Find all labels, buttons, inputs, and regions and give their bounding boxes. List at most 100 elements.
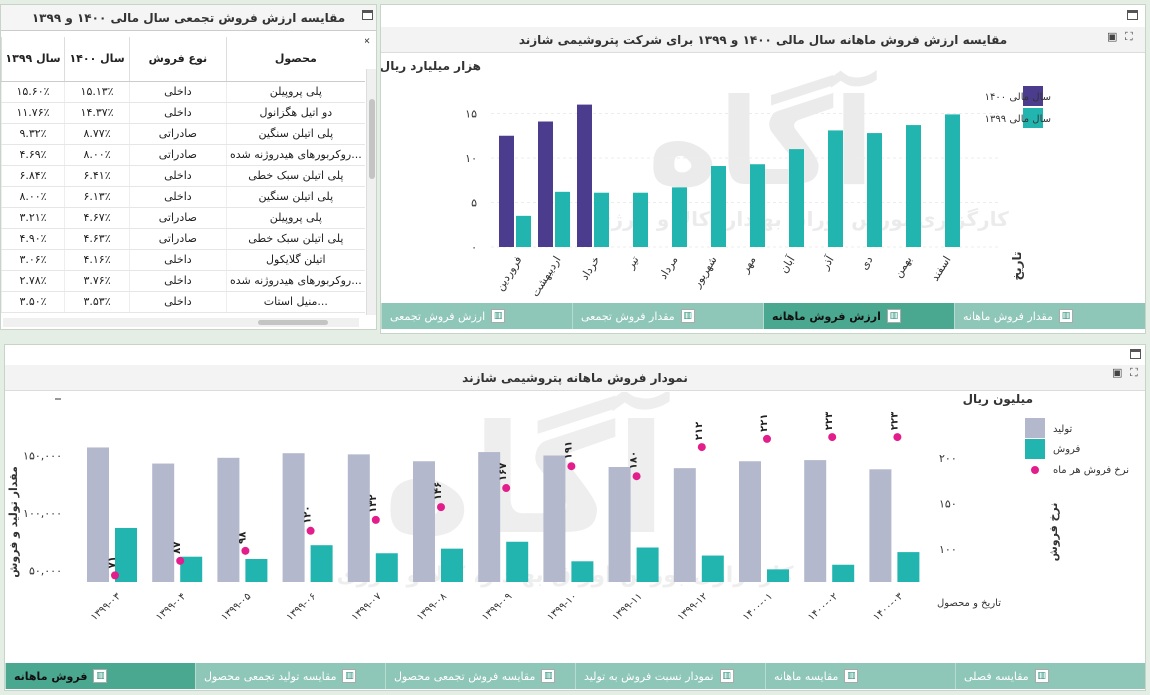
vertical-scrollbar[interactable] <box>366 69 376 315</box>
table-row[interactable]: پلی پروپیلن صادراتی ۴.۶۷٪ ۳.۲۱٪ <box>1 207 365 229</box>
bar-1399 <box>867 133 882 247</box>
bar-sales <box>310 545 333 582</box>
bottom-price-markers: ۷۱ ۸۷ ۹۸ ۱۲۰ ۱۳۲ ۱۴۶ ۱۶۷ ۱۹۱ ۱۸۰ ۲۱۲ ۲۲۱ ۲۲۳ ۲۲۳ <box>107 412 902 580</box>
price-marker <box>697 443 706 452</box>
tab-4[interactable]: ▥ ارزش فروش تجمعی <box>381 303 572 329</box>
price-label: ۱۴۶ <box>433 482 444 500</box>
maximize-icon[interactable] <box>1127 10 1138 20</box>
bar-1399 <box>945 114 960 247</box>
tab-2[interactable]: ▥ مقایسه ماهانه <box>765 663 955 689</box>
price-label: ۹۸ <box>237 532 248 544</box>
x-tick-label: تیر <box>623 254 641 272</box>
top-y-ticks: ۰ ۵ ۱۰ ۱۵ <box>465 108 1001 254</box>
column-header-1399[interactable]: سال ۱۳۹۹ <box>1 37 65 82</box>
cell-1400: ۴.۱۶٪ <box>64 249 130 271</box>
y-tick-label: ۱۰۰,۰۰۰ <box>23 507 62 520</box>
cell-sale-type: صادراتی <box>129 228 227 250</box>
x-tick-label: ۱۳۹۹-۰۵ <box>219 591 253 623</box>
table-row[interactable]: ...روکربورهای هیدروژنه شده صادراتی ۸.۰۰٪ ۴.… <box>1 144 365 166</box>
cell-product: ...روکربورهای هیدروژنه شده <box>225 270 365 292</box>
tab-5[interactable]: ▥ مقایسه تولید تجمعی محصول <box>195 663 385 689</box>
price-label: ۲۲۳ <box>824 412 835 430</box>
close-filter-icon[interactable]: ✕ <box>363 37 371 47</box>
x-tick-label: ۱۳۹۹-۰۳ <box>89 591 123 624</box>
column-header-1400[interactable]: سال ۱۴۰۰ <box>64 37 130 82</box>
export-excel-icon[interactable]: ⛶ <box>1130 366 1138 379</box>
legend-label-production: تولید <box>1053 424 1072 435</box>
table-row[interactable]: پلی اتیلن سبک خطی داخلی ۶.۴۱٪ ۶.۸۴٪ <box>1 165 365 187</box>
tab-1[interactable]: ▥ مقدار فروش ماهانه <box>954 303 1145 329</box>
table-row[interactable]: پلی اتیلن سنگین داخلی ۶.۱۳٪ ۸.۰۰٪ <box>1 186 365 208</box>
cell-sale-type: صادراتی <box>129 207 227 229</box>
cell-sale-type: صادراتی <box>129 144 227 166</box>
column-header-product[interactable]: محصول <box>225 37 365 82</box>
bar-sales <box>375 553 398 582</box>
table-row[interactable]: پلی اتیلن سبک خطی صادراتی ۴.۶۳٪ ۴.۹۰٪ <box>1 228 365 250</box>
tab-2[interactable]: ▥ ارزش فروش ماهانه <box>763 303 954 329</box>
print-icon[interactable]: ▣ <box>1107 30 1118 43</box>
cell-product: پلی اتیلن سنگین <box>225 123 365 145</box>
x-tick-label: اردیبهشت <box>528 254 563 299</box>
bar-production <box>87 447 109 582</box>
bar-production <box>608 467 631 582</box>
price-label: ۷۱ <box>107 556 118 568</box>
x-tick-label: ۱۴۰۰-۰۳ <box>871 591 905 624</box>
tab-4[interactable]: ▥ مقایسه فروش تجمعی محصول <box>385 663 575 689</box>
tab-3[interactable]: ▥ مقدار فروش تجمعی <box>572 303 763 329</box>
cell-1399: ۶.۸۴٪ <box>1 165 65 187</box>
bar-sales <box>180 556 203 582</box>
legend-label-1400: سال مالی ۱۴۰۰ <box>985 92 1051 103</box>
bottom-chart-title: نمودار فروش ماهانه پتروشیمی شازند <box>5 365 1145 391</box>
table-row[interactable]: پلی اتیلن سنگین صادراتی ۸.۷۷٪ ۹.۳۲٪ <box>1 123 365 145</box>
y-tick-label: ۱۰ <box>465 152 477 165</box>
maximize-icon[interactable] <box>362 10 373 20</box>
cell-sale-type: داخلی <box>129 186 227 208</box>
scroll-thumb-h[interactable] <box>258 320 328 325</box>
tab-1[interactable]: ▥ مقایسه فصلی <box>955 663 1145 689</box>
table-row[interactable]: ...روکربورهای هیدروژنه شده داخلی ۳.۷۶٪ ۲.۷۸… <box>1 270 365 292</box>
data-table: محصول نوع فروش سال ۱۴۰۰ سال ۱۳۹۹ پلی پرو… <box>1 37 365 313</box>
table-panel-title: مقایسه ارزش فروش تجمعی سال مالی ۱۴۰۰ و ۱… <box>1 5 376 31</box>
x-tick-label: آذر <box>817 252 837 272</box>
export-excel-icon[interactable]: ⛶ <box>1125 30 1133 43</box>
maximize-icon[interactable] <box>1130 349 1141 359</box>
bottom-chart: آگاه کارگزاری بورس اوراق بهادار، کالا و … <box>7 392 1129 624</box>
print-icon[interactable]: ▣ <box>1112 366 1123 379</box>
tab-label: مقایسه فصلی <box>964 669 1029 683</box>
tab-label: مقایسه ماهانه <box>774 669 839 683</box>
table-row[interactable]: دو اتیل هگزانول داخلی ۱۴.۳۷٪ ۱۱.۷۶٪ <box>1 102 365 124</box>
x-tick-label: ۱۳۹۹-۰۷ <box>350 591 384 624</box>
price-marker <box>241 546 250 555</box>
x-tick-label: آبان <box>776 252 798 275</box>
price-label: ۲۱۲ <box>694 422 705 440</box>
horizontal-scrollbar[interactable] <box>3 318 359 327</box>
bottom-bars <box>87 447 920 582</box>
price-marker <box>567 462 576 471</box>
cell-1399: ۱۱.۷۶٪ <box>1 102 65 124</box>
tab-label: ارزش فروش ماهانه <box>772 309 881 323</box>
bar-1399 <box>555 191 570 247</box>
table-row[interactable]: پلی پروپیلن داخلی ۱۵.۱۳٪ ۱۵.۶۰٪ <box>1 81 365 103</box>
x-tick-label: ۱۳۹۹-۰۴ <box>154 591 188 623</box>
tab-3[interactable]: ▥ نمودار نسبت فروش به تولید <box>575 663 765 689</box>
bar-1399 <box>633 192 648 247</box>
bar-production <box>739 461 761 582</box>
tab-label: مقایسه فروش تجمعی محصول <box>394 669 536 683</box>
y-tick-label: ۰ <box>471 241 477 254</box>
bar-production <box>282 453 305 582</box>
y-tick-label: ۱۵ <box>465 108 477 121</box>
y2-tick-label: ۱۵۰ <box>939 498 957 511</box>
table-row[interactable]: ...منیل استات داخلی ۳.۵۳٪ ۳.۵۰٪ <box>1 291 365 313</box>
x-tick-label: بهمن <box>891 254 914 280</box>
scroll-thumb[interactable] <box>369 99 375 179</box>
bar-1399 <box>789 149 804 247</box>
x-tick-label: ۱۳۹۹-۰۹ <box>480 591 514 623</box>
cell-1400: ۶.۴۱٪ <box>64 165 130 187</box>
table-row[interactable]: اتیلن گلایکول داخلی ۴.۱۶٪ ۳.۰۶٪ <box>1 249 365 271</box>
column-header-sale-type[interactable]: نوع فروش <box>129 37 227 82</box>
tab-6[interactable]: ▥ فروش ماهانه <box>5 663 195 689</box>
chart-icon: ▥ <box>680 309 695 323</box>
legend-swatch-1400 <box>1023 86 1043 106</box>
price-label: ۸۷ <box>172 542 183 554</box>
bar-1400 <box>577 104 592 247</box>
